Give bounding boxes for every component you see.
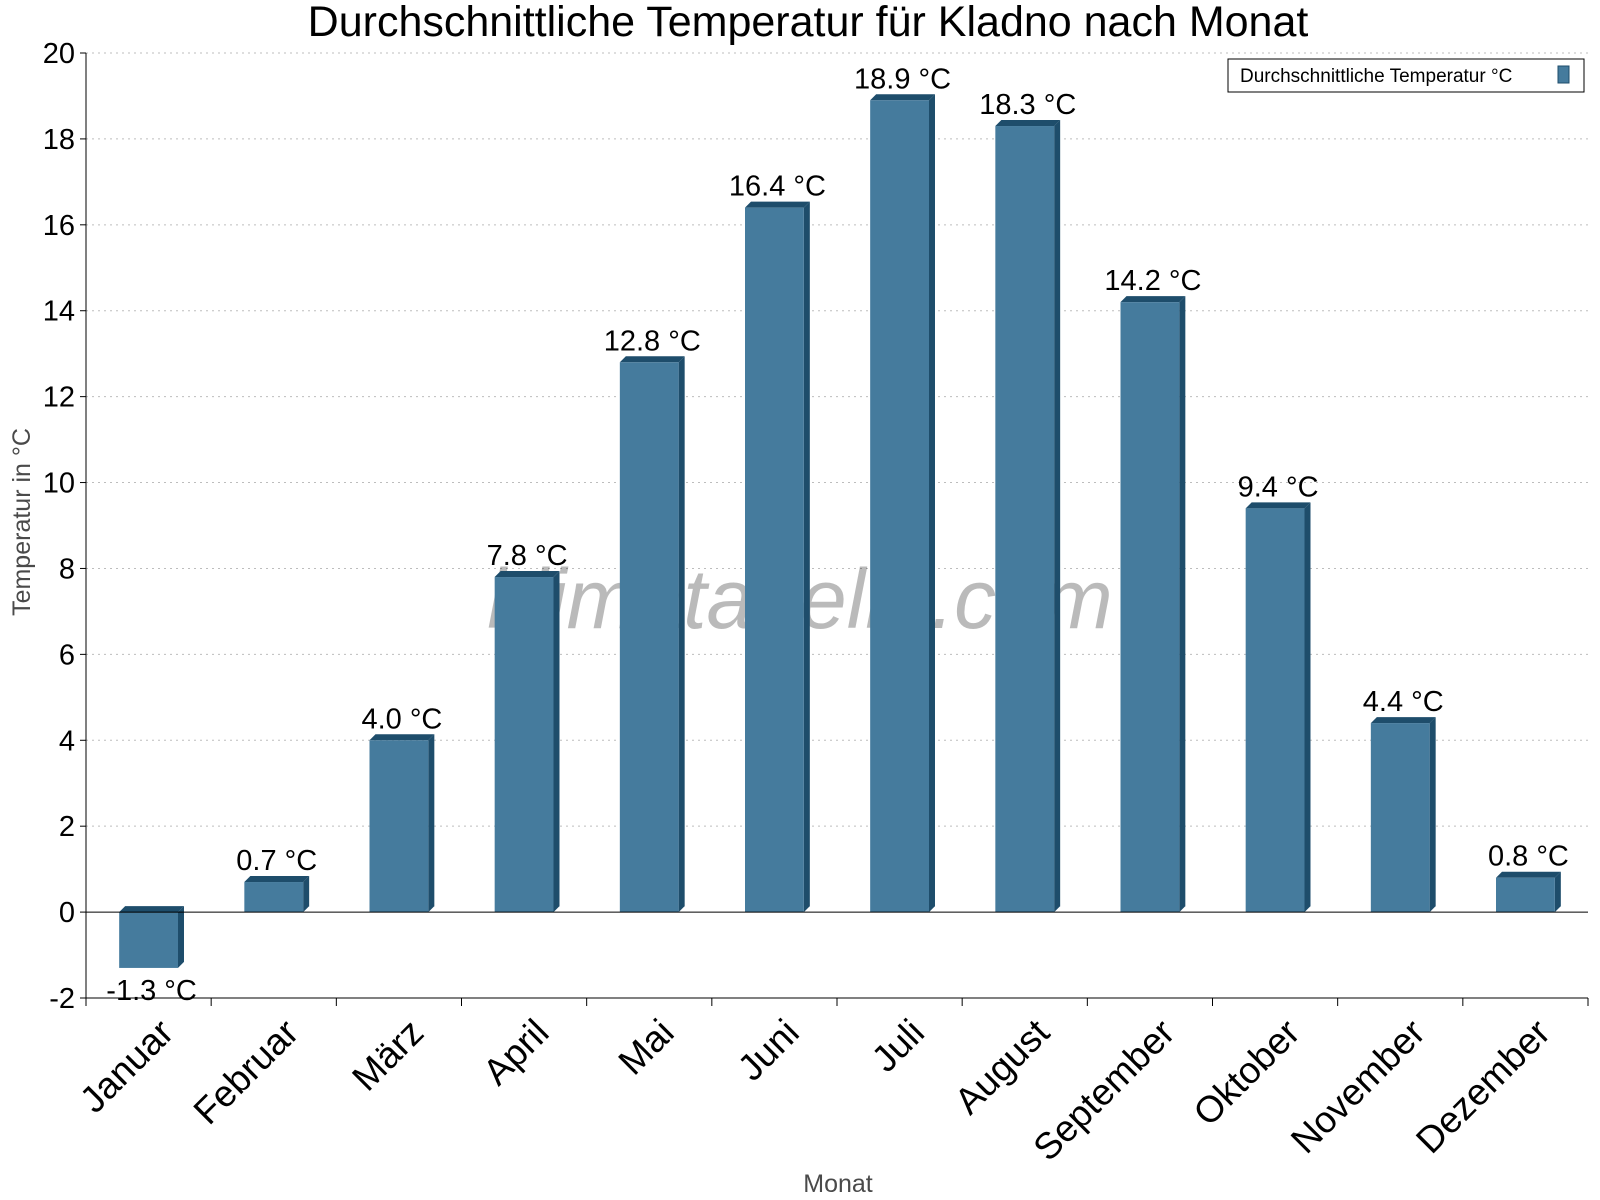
bar-side: [1179, 296, 1186, 913]
y-tick-label: 6: [59, 639, 75, 671]
x-tick-label: Oktober: [1186, 1012, 1308, 1134]
bar-top: [745, 201, 810, 208]
data-label: 0.7 °C: [236, 845, 317, 877]
axes: [80, 52, 1589, 1006]
chart-title: Durchschnittliche Temperatur für Kladno …: [308, 0, 1309, 46]
bar-group: [1370, 717, 1436, 913]
data-label: 16.4 °C: [729, 171, 826, 203]
bar: [1370, 723, 1430, 913]
y-tick-label: 4: [59, 725, 75, 757]
x-tick-label: November: [1283, 1012, 1433, 1162]
x-tick-label: April: [475, 1012, 556, 1093]
bar-group: [1120, 296, 1186, 913]
bar-group: [244, 876, 310, 913]
bar-top: [494, 571, 560, 578]
x-tick-label: Mai: [611, 1012, 682, 1083]
data-label: 7.8 °C: [487, 540, 568, 572]
bar-side: [428, 734, 435, 913]
bar-top: [369, 734, 435, 741]
legend-label: Durchschnittliche Temperatur °C: [1240, 66, 1512, 87]
bar-side: [928, 94, 935, 913]
bar-group: [1496, 871, 1561, 913]
data-label: 0.8 °C: [1488, 841, 1569, 873]
bar-side: [303, 876, 310, 913]
bar: [244, 882, 304, 913]
bar-top: [244, 876, 310, 883]
bar-top: [1370, 717, 1436, 724]
data-label: -1.3 °C: [106, 975, 197, 1007]
bar-group: [745, 201, 810, 913]
x-tick-labels: Januar Februar März April Mai Juni Juli AugustS…: [72, 1011, 1558, 1168]
bar-group: [119, 906, 184, 968]
bar-side: [1554, 871, 1561, 913]
bar-group: [619, 356, 685, 913]
bar-side: [1304, 502, 1311, 913]
bar: [1245, 508, 1305, 913]
bar-group: [369, 734, 435, 913]
x-tick-label: Juni: [730, 1012, 807, 1089]
bar: [619, 362, 679, 913]
y-tick-label: 20: [43, 38, 75, 70]
x-tick-label: März: [344, 1012, 431, 1099]
bar-group: [494, 571, 560, 913]
bar-group: [870, 94, 935, 913]
bar-side: [678, 356, 685, 913]
legend: Durchschnittliche Temperatur °C: [1227, 58, 1585, 93]
data-label: 12.8 °C: [604, 325, 701, 357]
y-tick-label: 2: [59, 811, 75, 843]
y-tick-label: 18: [43, 124, 75, 156]
legend-swatch: [1557, 65, 1570, 84]
bar-side: [553, 571, 560, 913]
y-tick-label: 0: [59, 897, 75, 929]
bar-side: [1054, 120, 1061, 913]
bar: [870, 100, 929, 913]
x-tick-label: Februar: [186, 1012, 307, 1133]
bar-top: [995, 120, 1061, 127]
y-tick-labels: -2 0 2 4 6 8 10 12 14 16 18 20: [43, 38, 75, 1015]
bar-top: [870, 94, 935, 101]
data-label: 4.4 °C: [1363, 686, 1444, 718]
bar-top: [1496, 871, 1561, 878]
bar-side: [803, 201, 810, 913]
data-label: 4.0 °C: [361, 703, 442, 735]
y-tick-label: 12: [43, 382, 75, 414]
bar-top: [1120, 296, 1186, 303]
x-axis-label: Monat: [803, 1170, 873, 1198]
data-label: 18.3 °C: [979, 89, 1076, 121]
bars: [119, 94, 1561, 968]
y-tick-label: 10: [43, 468, 75, 500]
bar-top: [619, 356, 685, 363]
bar: [494, 577, 554, 913]
bar: [995, 126, 1055, 913]
data-labels: -1.3 °C 0.7 °C 4.0 °C 7.8 °C 12.8 °C 16.4 °C 1…: [106, 63, 1569, 1007]
bar-top: [119, 906, 184, 913]
y-tick-label: 14: [43, 296, 75, 328]
x-tick-label: Dezember: [1408, 1012, 1558, 1162]
bar: [1496, 877, 1555, 913]
bar: [119, 912, 178, 968]
bar-side: [1429, 717, 1436, 913]
y-tick-label: 16: [43, 210, 75, 242]
y-tick-label: 8: [59, 553, 75, 585]
x-tick-label: August: [947, 1011, 1058, 1122]
bar-side: [177, 906, 184, 968]
legend-box: [1227, 58, 1585, 93]
bar: [1120, 302, 1180, 913]
bar-group: [995, 120, 1061, 913]
bar: [369, 740, 429, 913]
x-tick-label: Juli: [864, 1012, 932, 1080]
bar: [745, 207, 804, 913]
data-label: 14.2 °C: [1104, 265, 1201, 297]
y-axis-label: Temperatur in °C: [8, 428, 36, 616]
data-label: 18.9 °C: [854, 63, 951, 95]
y-tick-label: -2: [49, 983, 75, 1015]
x-tick-label: Januar: [72, 1012, 181, 1121]
bar-group: [1245, 502, 1311, 913]
grid-lines: [86, 52, 1588, 827]
data-label: 9.4 °C: [1238, 471, 1319, 503]
bar-top: [1245, 502, 1311, 509]
